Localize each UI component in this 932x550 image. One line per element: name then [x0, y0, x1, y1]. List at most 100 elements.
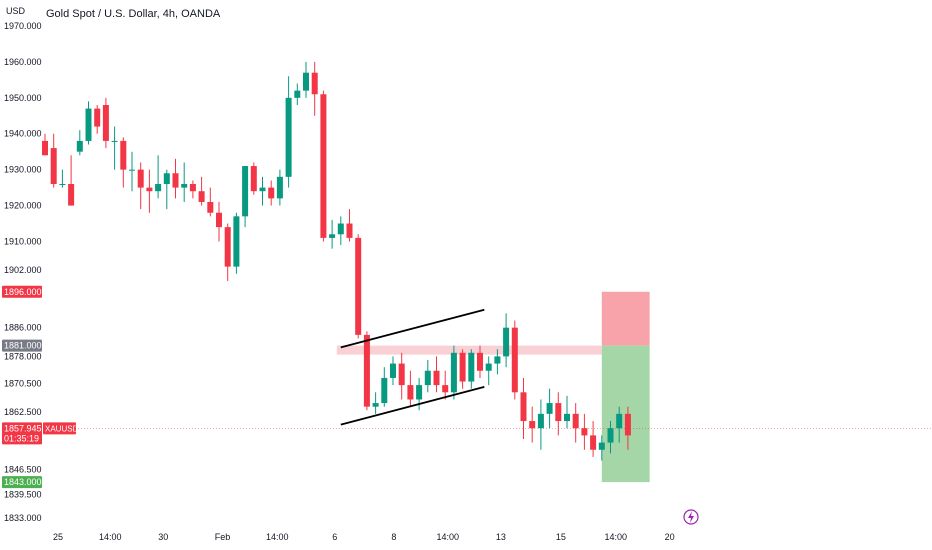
candle-body — [503, 327, 510, 357]
candle-body — [85, 108, 92, 141]
time-tick-label: 6 — [332, 532, 337, 542]
price-tick-label: 1910.000 — [4, 236, 42, 246]
price-tick-label: 1862.500 — [4, 407, 42, 417]
candle-body — [207, 201, 214, 213]
candle-body — [42, 140, 48, 156]
candle-body — [564, 413, 570, 422]
candle-body — [433, 370, 440, 386]
candle-body — [450, 352, 457, 393]
icon-layer — [683, 509, 699, 525]
candle-body — [424, 370, 431, 386]
last-price-label-text: 1857.945 — [4, 423, 42, 433]
candle-body — [537, 413, 544, 429]
candle-body — [520, 392, 527, 422]
candle-body — [68, 184, 75, 206]
time-tick-label: 14:00 — [266, 532, 289, 542]
candle-body — [607, 428, 614, 443]
candle-body — [346, 223, 353, 238]
symbol-badge — [43, 422, 76, 435]
candle-body — [311, 72, 318, 95]
entry-price-label-text: 1881.000 — [4, 341, 42, 351]
time-axis[interactable]: 25 14:00 30 Feb 14:00 6 8 14:00 13 15 14:00 20 — [53, 532, 675, 542]
candle-body — [381, 377, 388, 404]
price-tick-label: 1878.000 — [4, 351, 42, 361]
entry-price-label-badge — [2, 339, 42, 352]
candle-body — [372, 403, 379, 407]
candle-body — [242, 166, 249, 217]
candle-body — [329, 234, 336, 238]
currency-label: USD — [6, 6, 26, 16]
time-tick-label: 14:00 — [437, 532, 460, 542]
candle-body — [172, 173, 179, 188]
price-tick-label: 1970.000 — [4, 21, 42, 31]
candle-body — [416, 385, 423, 400]
time-tick-label: 14:00 — [604, 532, 627, 542]
drawings-layer — [340, 308, 485, 426]
target-price-label-text: 1843.000 — [4, 477, 42, 487]
stop-loss-zone[interactable] — [601, 291, 650, 346]
candle-body — [511, 327, 518, 393]
candle-body — [546, 403, 553, 414]
price-tick-label: 1960.000 — [4, 57, 42, 67]
time-tick-label: 14:00 — [99, 532, 122, 542]
candle-body — [555, 403, 562, 422]
candle-body — [181, 184, 188, 188]
candle-body — [390, 363, 396, 378]
price-tick-label: 1870.500 — [4, 378, 42, 388]
candle-body — [102, 105, 109, 141]
candle-body — [459, 352, 466, 382]
candle-body — [94, 108, 101, 127]
lightning-icon[interactable] — [683, 509, 699, 525]
price-tick-label: 1920.000 — [4, 201, 42, 211]
time-tick-label: 25 — [53, 532, 63, 542]
candle-body — [590, 435, 597, 450]
channel-upper-line[interactable] — [340, 308, 485, 349]
candle-body — [572, 413, 579, 429]
price-tick-label: 1886.000 — [4, 323, 42, 333]
candle-body — [233, 216, 240, 267]
candles-layer — [42, 61, 631, 461]
chart-title: Gold Spot / U.S. Dollar, 4h, OANDA — [46, 8, 221, 20]
candle-body — [468, 352, 475, 382]
candle-body — [407, 385, 414, 400]
price-tick-label: 1940.000 — [4, 129, 42, 139]
channel-lower-line[interactable] — [340, 386, 485, 426]
candle-body — [129, 169, 135, 171]
price-tick-label: 1930.000 — [4, 165, 42, 175]
candle-body — [216, 212, 222, 228]
candle-body — [485, 363, 492, 371]
time-tick-label: 15 — [556, 532, 566, 542]
candle-body — [624, 413, 631, 436]
candle-body — [198, 191, 205, 202]
candle-body — [250, 166, 257, 192]
target-price-label-badge — [2, 476, 42, 489]
last-price-label-badge — [2, 422, 42, 445]
candle-body — [398, 363, 405, 386]
candle-body — [616, 413, 623, 429]
candle-body — [363, 334, 370, 407]
candle-body — [137, 169, 144, 188]
time-tick-label: 30 — [158, 532, 168, 542]
candle-body — [146, 187, 153, 192]
time-tick-label: 8 — [391, 532, 396, 542]
candle-body — [50, 148, 57, 185]
price-tick-label: 1902.000 — [4, 265, 42, 275]
candle-body — [494, 356, 501, 364]
candle-body — [111, 140, 118, 142]
stop-price-label-badge — [2, 285, 42, 298]
candle-body — [294, 90, 301, 98]
price-axis[interactable]: 1970.000 1960.000 1950.000 1940.000 1930.000… — [4, 21, 42, 523]
stop-price-label-text: 1896.000 — [4, 287, 42, 297]
candle-body — [224, 227, 231, 267]
price-tick-label: 1839.500 — [4, 490, 42, 500]
resistance-zone — [336, 345, 602, 355]
last-price-label-countdown: 01:35:19 — [4, 433, 39, 443]
candle-body — [120, 140, 127, 170]
candle-body — [581, 428, 588, 436]
candle-body — [529, 421, 536, 429]
candle-body — [259, 187, 266, 192]
candle-body — [337, 223, 344, 235]
candle-body — [76, 140, 83, 152]
price-tick-label: 1833.000 — [4, 513, 42, 523]
